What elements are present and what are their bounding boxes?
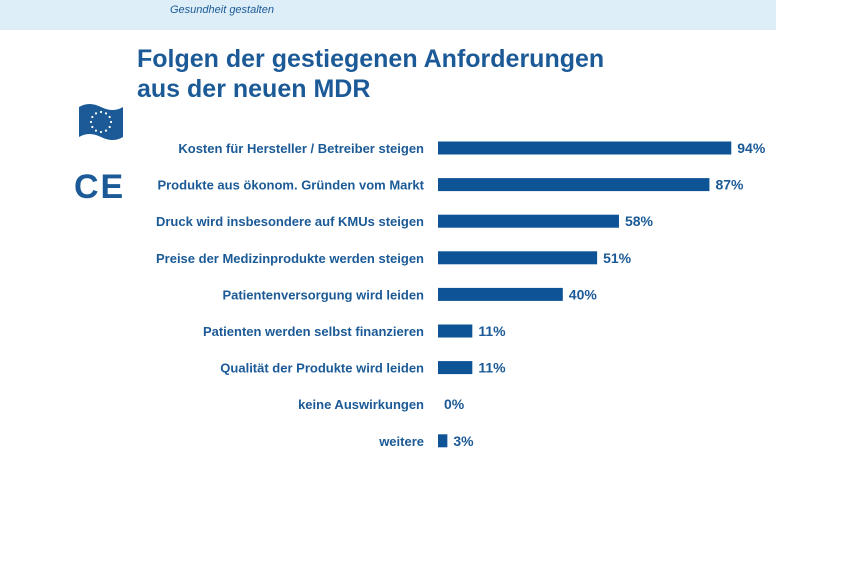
value-label: 0%: [444, 396, 465, 412]
bar: [438, 324, 473, 338]
bar: [438, 178, 710, 192]
flag-star: [109, 120, 113, 124]
bar: [438, 251, 598, 265]
chart-title: Folgen der gestiegenen Anforderungen aus…: [137, 44, 604, 104]
bar: [438, 287, 563, 301]
bar: [438, 214, 619, 228]
header-tagline: Gesundheit gestalten: [170, 4, 274, 16]
eu-flag-icon: [79, 104, 123, 140]
category-label: Druck wird insbesondere auf KMUs steigen: [156, 214, 424, 229]
flag-star: [89, 120, 93, 124]
flag-star: [104, 112, 108, 115]
bar: [438, 361, 473, 375]
category-label: Produkte aus ökonom. Gründen vom Markt: [157, 178, 424, 193]
value-label: 94%: [737, 140, 766, 156]
flag-star: [94, 112, 98, 115]
value-label: 51%: [603, 250, 632, 266]
flag-star: [99, 130, 103, 134]
category-label: Patienten werden selbst finanzieren: [203, 324, 424, 339]
flag-star: [91, 115, 94, 119]
header-band: Gesundheit gestalten: [0, 0, 776, 30]
category-label: keine Auswirkungen: [298, 397, 424, 412]
value-label: 87%: [715, 177, 744, 193]
chart-title-line-1: Folgen der gestiegenen Anforderungen: [137, 45, 605, 73]
flag-star: [108, 115, 111, 119]
flag-star: [94, 129, 98, 132]
category-label: Patientenversorgung wird leiden: [222, 287, 424, 302]
value-label: 11%: [478, 323, 506, 339]
value-label: 40%: [569, 286, 598, 302]
category-label: Kosten für Hersteller / Betreiber steige…: [178, 141, 424, 156]
flag-star: [104, 129, 108, 132]
category-label: Preise der Medizinprodukte werden steige…: [156, 251, 424, 266]
category-label: Qualität der Produkte wird leiden: [220, 361, 424, 376]
flag-star: [91, 125, 94, 129]
bar: [438, 141, 732, 155]
value-label: 58%: [625, 213, 654, 229]
ce-mark-icon: CE: [74, 168, 126, 206]
value-label: 3%: [453, 433, 474, 449]
chart-title-line-2: aus der neuen MDR: [137, 75, 371, 103]
value-label: 11%: [478, 360, 506, 376]
category-label: weitere: [378, 434, 424, 449]
flag-star: [99, 110, 103, 114]
bar: [438, 434, 448, 448]
flag-star: [108, 125, 111, 129]
